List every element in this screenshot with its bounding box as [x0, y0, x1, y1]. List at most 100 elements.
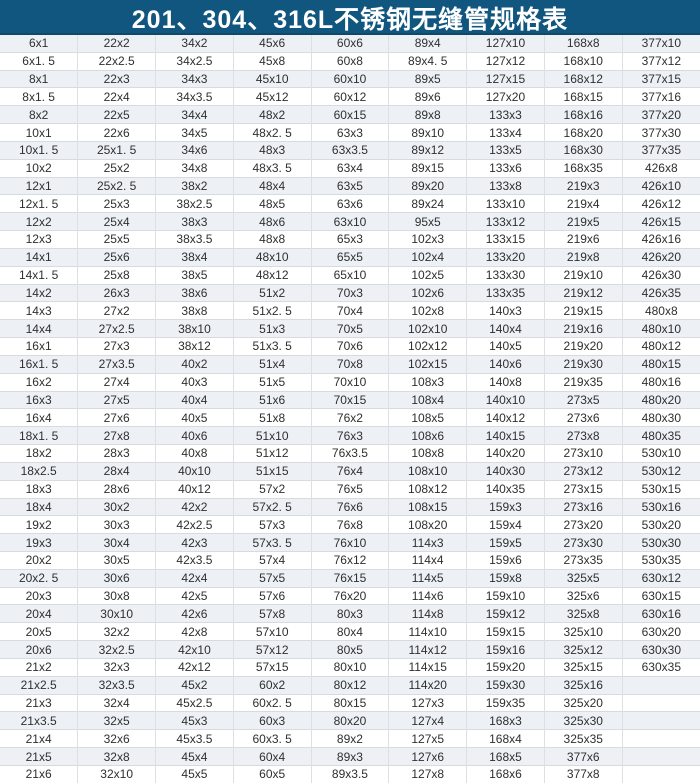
- table-cell: 65x5: [310, 247, 389, 267]
- table-row: 8x2 22x5 34x4 48x2 60x15 89x8 133x3 168x16 377x2…: [0, 105, 700, 124]
- table-cell: 32x2.5: [77, 640, 156, 659]
- table-cell: 70x4: [310, 301, 389, 320]
- table-cell: 89x6: [388, 87, 467, 106]
- table-cell: 114x10: [388, 622, 467, 641]
- table-cell: 8x1: [0, 69, 78, 88]
- table-cell: 20x6: [0, 640, 78, 659]
- table-cell: 10x1: [0, 123, 78, 142]
- table-cell: 76x20: [310, 586, 389, 605]
- table-cell: 60x15: [310, 105, 389, 124]
- table-cell: 140x3: [466, 301, 545, 320]
- table-cell: 18x4: [0, 497, 78, 516]
- table-cell: 10x2: [0, 158, 78, 178]
- table-cell: 30x8: [77, 586, 156, 605]
- table-cell: 60x4: [232, 747, 312, 766]
- table-cell: 22x2: [77, 35, 156, 53]
- table-cell: 377x16: [621, 87, 700, 106]
- table-cell: 16x1: [0, 337, 78, 356]
- table-cell: 63x10: [310, 212, 389, 231]
- table-cell: 70x5: [310, 319, 389, 338]
- table-cell: 102x6: [388, 283, 467, 302]
- table-cell: 95x5: [388, 212, 467, 231]
- table-cell: 219x5: [543, 212, 623, 231]
- table-cell: 27x4: [77, 372, 156, 392]
- table-cell: 42x12: [155, 657, 234, 677]
- table-cell: 219x6: [543, 230, 623, 249]
- table-cell: 48x4: [232, 176, 312, 195]
- table-cell: 133x6: [466, 158, 545, 178]
- table-cell: 127x3: [388, 693, 467, 712]
- table-cell: 168x12: [543, 69, 623, 88]
- table-cell: 273x30: [543, 533, 623, 552]
- table-cell: 108x8: [388, 444, 467, 463]
- table-cell: 57x5: [232, 568, 312, 588]
- table-cell: 21x3.5: [0, 711, 78, 730]
- table-cell: 480x16: [621, 372, 700, 392]
- table-cell: 22x6: [77, 123, 156, 142]
- table-row: 14x4 27x2.5 38x10 51x3 70x5 102x10 140x4 219x16…: [0, 319, 700, 338]
- table-row: 20x2 30x5 42x3.5 57x4 76x12 114x4 159x6 273x35 5…: [0, 550, 700, 570]
- table-cell: 60x5: [232, 764, 312, 783]
- table-cell: 38x5: [155, 265, 234, 285]
- table-cell: 530x35: [621, 550, 700, 570]
- table-cell: 80x3: [310, 604, 389, 623]
- table-cell: 114x5: [388, 568, 467, 588]
- table-cell: 70x8: [310, 354, 389, 374]
- table-cell: 168x10: [543, 51, 623, 71]
- table-row: 14x3 27x2 38x8 51x2. 5 70x4 102x8 140x3 219x15 4…: [0, 301, 700, 320]
- table-cell: 27x8: [77, 426, 156, 445]
- table-cell: [621, 764, 700, 783]
- table-cell: 325x20: [543, 693, 623, 712]
- table-cell: 32x3.5: [77, 675, 156, 695]
- table-cell: 480x35: [621, 426, 700, 445]
- table-cell: 38x10: [155, 319, 234, 338]
- table-cell: 76x2: [310, 408, 389, 427]
- table-row: 18x1. 5 27x8 40x6 51x10 76x3 108x6 140x15 273x8…: [0, 426, 700, 445]
- table-cell: 63x5: [310, 176, 389, 195]
- page-title: 201、304、316L不锈钢无缝管规格表: [0, 0, 700, 35]
- table-cell: 48x10: [232, 247, 312, 267]
- table-cell: 45x10: [232, 69, 312, 88]
- table-cell: 273x15: [543, 479, 623, 498]
- table-cell: 20x2: [0, 550, 78, 570]
- table-cell: 108x20: [388, 515, 467, 534]
- table-cell: 42x4: [155, 568, 234, 588]
- table-row: 18x2.5 28x4 40x10 51x15 76x4 108x10 140x30 273x…: [0, 461, 700, 481]
- table-cell: 140x6: [466, 354, 545, 374]
- table-cell: 8x1. 5: [0, 87, 78, 106]
- table-cell: 168x8: [543, 35, 623, 53]
- table-cell: 22x2.5: [77, 51, 156, 71]
- table-cell: 20x4: [0, 604, 78, 623]
- table-cell: 18x1. 5: [0, 426, 78, 445]
- table-cell: 27x2.5: [77, 319, 156, 338]
- table-cell: 89x8: [388, 105, 467, 124]
- table-cell: 18x3: [0, 479, 78, 498]
- table-cell: 22x4: [77, 87, 156, 106]
- table-cell: 159x6: [466, 550, 545, 570]
- table-cell: 219x10: [543, 265, 623, 285]
- table-cell: 38x2.5: [155, 194, 234, 213]
- table-cell: 57x2: [232, 479, 312, 498]
- table-cell: 76x5: [310, 479, 389, 498]
- table-cell: 140x35: [466, 479, 545, 498]
- table-cell: 140x10: [466, 390, 545, 409]
- table-cell: 102x15: [388, 354, 467, 374]
- table-cell: 133x30: [466, 265, 545, 285]
- table-cell: 114x12: [388, 640, 467, 659]
- table-cell: 27x5: [77, 390, 156, 409]
- table-cell: 114x3: [388, 533, 467, 552]
- table-cell: 159x20: [466, 657, 545, 677]
- table-cell: 28x6: [77, 479, 156, 498]
- table-cell: 325x30: [543, 711, 623, 730]
- table-row: 12x3 25x5 38x3.5 48x8 65x3 102x3 133x15 219x6 42…: [0, 230, 700, 249]
- table-cell: 426x35: [621, 283, 700, 302]
- table-cell: 25x6: [77, 247, 156, 267]
- spec-table: 6x1 22x2 34x2 45x6 60x6 89x4 127x10 168x8 377x10…: [0, 35, 700, 783]
- table-row: 14x1 25x6 38x4 48x10 65x5 102x4 133x20 219x8 426…: [0, 247, 700, 267]
- table-cell: 21x3: [0, 693, 78, 712]
- table-cell: 51x3. 5: [232, 337, 312, 356]
- table-cell: [621, 747, 700, 766]
- table-cell: 14x1: [0, 247, 78, 267]
- table-cell: 45x2: [155, 675, 234, 695]
